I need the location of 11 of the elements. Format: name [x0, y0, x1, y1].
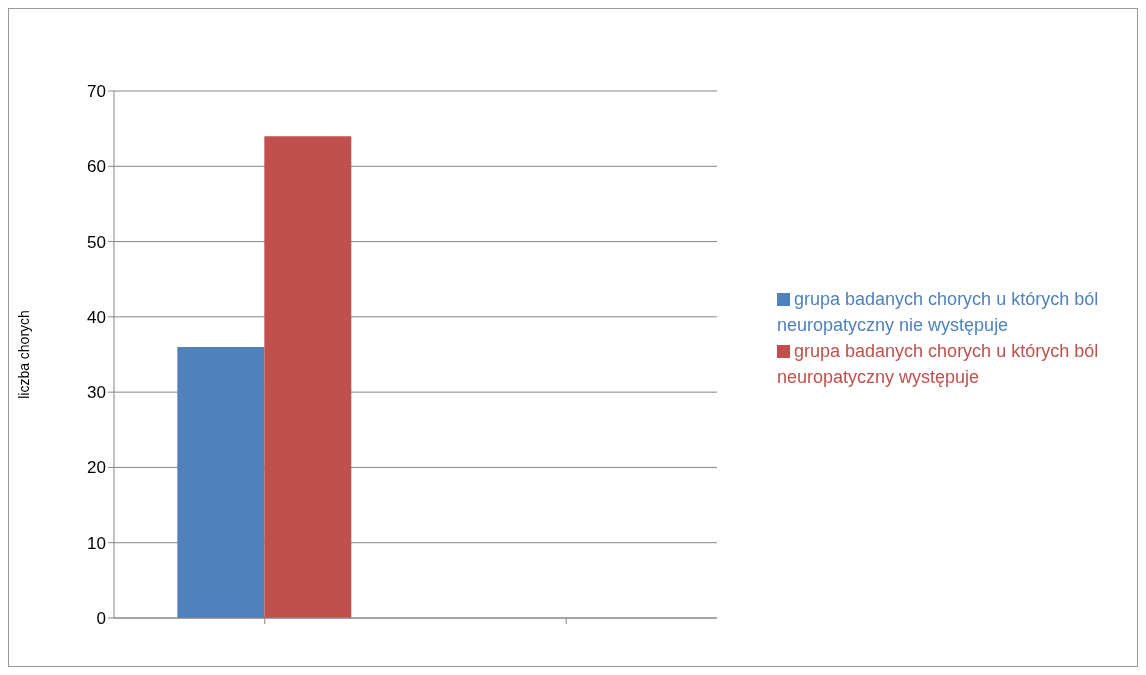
- y-axis-title: liczba chorych: [15, 310, 32, 399]
- y-tick-label: 60: [87, 157, 106, 177]
- y-tick-label: 10: [87, 533, 106, 553]
- y-tick-label: 70: [87, 82, 106, 102]
- legend-label: grupa badanych chorych u których ból neuropatyczny nie występuje: [777, 288, 1099, 335]
- y-tick-label: 30: [87, 383, 106, 403]
- legend-label: grupa badanych chorych u których ból neuropatyczny występuje: [777, 340, 1099, 387]
- y-tick-label: 50: [87, 232, 106, 252]
- y-tick-label: 40: [87, 307, 106, 327]
- y-tick-label: 0: [96, 609, 106, 629]
- y-tick-label: 20: [87, 458, 106, 478]
